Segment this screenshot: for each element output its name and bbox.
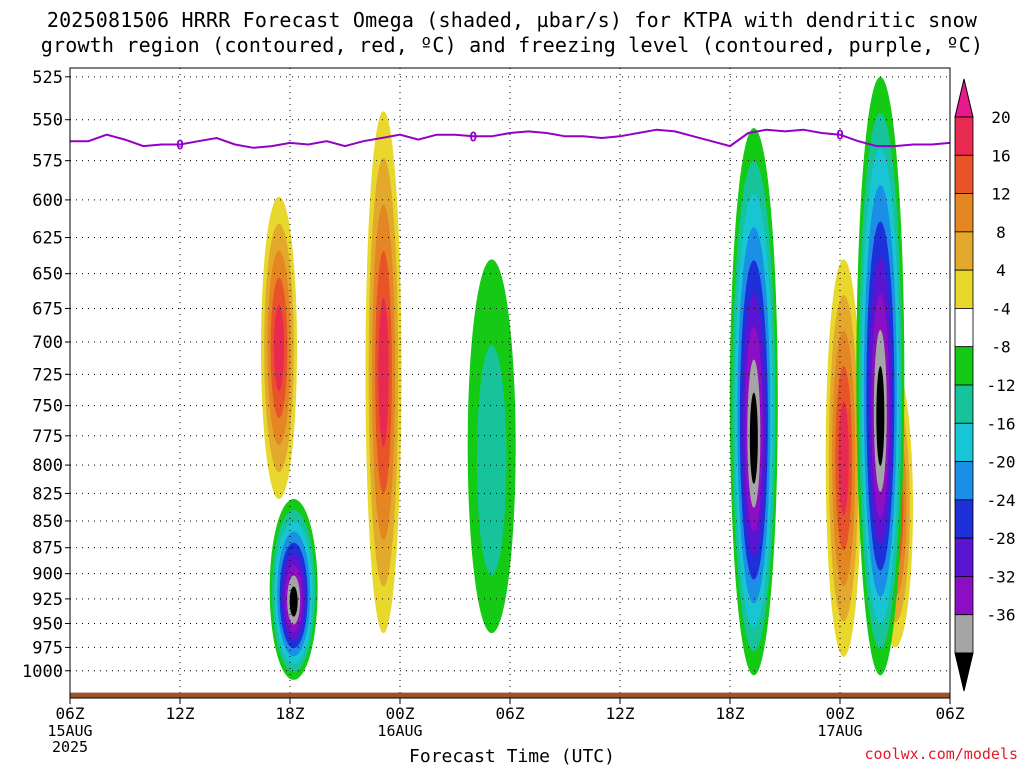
y-tick-label-1000: 1000 [22, 662, 63, 682]
freezing-level-contour: 0 0 0 [70, 129, 950, 154]
colorbar-box [954, 537, 974, 577]
colorbar-label: -8 [991, 338, 1010, 357]
colorbar-label: 16 [991, 146, 1010, 165]
omega-feature-5-level-8 [749, 392, 758, 484]
x-tick-label: 00Z [386, 704, 415, 723]
colorbar-box [954, 384, 974, 424]
x-tick-label: 06Z [56, 704, 85, 723]
y-tick-label-550: 550 [32, 111, 63, 131]
colorbar-label: -16 [987, 414, 1016, 433]
y-tick-label-675: 675 [32, 299, 63, 319]
colorbar-bottom-arrow [954, 652, 974, 692]
colorbar-label: 20 [991, 108, 1010, 127]
colorbar-label: -28 [987, 529, 1016, 548]
colorbar-box [954, 269, 974, 309]
colorbar-box [954, 499, 974, 539]
y-tick-label-575: 575 [32, 152, 63, 172]
colorbar-top-arrow [954, 78, 974, 118]
colorbar-box [954, 116, 974, 156]
x-sub-label: 2025 [52, 738, 88, 756]
colorbar-box [954, 154, 974, 194]
ground-layer [70, 692, 950, 698]
y-tick-label-950: 950 [32, 614, 63, 634]
y-tick-label-700: 700 [32, 333, 63, 353]
colorbar-label: 8 [996, 223, 1006, 242]
ground-band [70, 692, 950, 698]
omega-shading [261, 76, 913, 680]
x-sub-label: 15AUG [47, 722, 92, 740]
y-tick-label-625: 625 [32, 229, 63, 249]
colorbar-label: -32 [987, 567, 1016, 586]
chart-title-line-2: growth region (contoured, red, ºC) and f… [40, 33, 984, 57]
freezing-level-label: 0 [836, 129, 844, 144]
omega-feature-1-level-4 [378, 297, 389, 447]
omega-feature-0-level-4 [273, 304, 285, 392]
y-tick-label-850: 850 [32, 512, 63, 532]
y-tick-label-875: 875 [32, 539, 63, 559]
x-tick-label: 18Z [276, 704, 305, 723]
colorbar-label: -24 [987, 491, 1016, 510]
y-tick-label-650: 650 [32, 265, 63, 285]
x-tick-label: 12Z [606, 704, 635, 723]
credit-link[interactable]: coolwx.com/models [864, 745, 1018, 763]
colorbar-label: -4 [991, 299, 1010, 318]
x-tick-label: 00Z [826, 704, 855, 723]
colorbar-label: -20 [987, 453, 1016, 472]
y-tick-label-525: 525 [32, 68, 63, 88]
colorbar: 20 16 12 8 4 -4 -8 -12 -16 -20 -24 -28 -32 -36 [954, 78, 1016, 692]
y-tick-label-925: 925 [32, 590, 63, 610]
y-tick-label-975: 975 [32, 638, 63, 658]
x-axis-title: Forecast Time (UTC) [409, 746, 615, 767]
x-tick-label: 18Z [716, 704, 745, 723]
x-tick-label: 06Z [936, 704, 965, 723]
freezing-level-line [70, 128, 950, 149]
y-tick-label-775: 775 [32, 427, 63, 447]
colorbar-box [954, 231, 974, 271]
omega-feature-7-level-1 [476, 345, 507, 576]
y-tick-label-725: 725 [32, 365, 63, 385]
colorbar-box [954, 308, 974, 348]
y-tick-label-825: 825 [32, 484, 63, 504]
colorbar-box [954, 346, 974, 386]
x-sub-label: 16AUG [377, 722, 422, 740]
colorbar-box [954, 576, 974, 616]
omega-feature-4-level-8 [289, 586, 298, 617]
y-tick-label-600: 600 [32, 191, 63, 211]
x-sub-label: 17AUG [817, 722, 862, 740]
colorbar-label: -12 [987, 376, 1016, 395]
colorbar-label: 4 [996, 261, 1006, 280]
y-tick-label-800: 800 [32, 456, 63, 476]
freezing-level-label: 0 [469, 130, 477, 145]
colorbar-label: 12 [991, 185, 1010, 204]
colorbar-box [954, 614, 974, 654]
colorbar-box [954, 422, 974, 462]
y-tick-label-750: 750 [32, 397, 63, 417]
omega-feature-2-level-4 [838, 401, 849, 515]
colorbar-box [954, 193, 974, 233]
y-axis: 525 550 575 600 625 650 675 700 725 750 775 800 825 8… [22, 68, 70, 682]
x-tick-label: 12Z [166, 704, 195, 723]
colorbar-box [954, 461, 974, 501]
x-tick-label: 06Z [496, 704, 525, 723]
omega-feature-6-level-8 [876, 366, 885, 466]
y-tick-label-900: 900 [32, 565, 63, 585]
colorbar-label: -36 [987, 606, 1016, 625]
chart-title-line-1: 2025081506 HRRR Forecast Omega (shaded, … [46, 8, 978, 32]
freezing-level-label: 0 [176, 139, 184, 154]
